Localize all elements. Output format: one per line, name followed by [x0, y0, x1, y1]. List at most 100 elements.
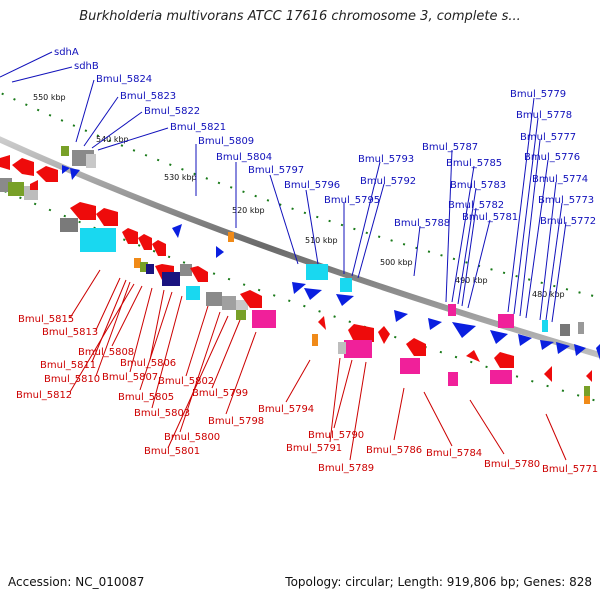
gene-arrow-forward — [556, 342, 570, 354]
gene-label: Bmul_5783 — [450, 180, 506, 191]
gene-arrow-reverse — [122, 228, 138, 244]
gene-arrow-reverse — [12, 158, 34, 176]
gene-box-magenta — [448, 372, 458, 386]
gene-label: Bmul_5792 — [360, 176, 416, 187]
gene-label: Bmul_5805 — [118, 392, 174, 403]
gene-box-olive — [584, 386, 590, 396]
gene-label: Bmul_5801 — [144, 446, 200, 457]
gene-label: Bmul_5787 — [422, 142, 478, 153]
scale-label: 500 kbp — [380, 258, 413, 267]
scale-label: 540 kbp — [96, 135, 129, 144]
gene-box-magenta — [252, 310, 276, 328]
gene-label: Bmul_5823 — [120, 91, 176, 102]
gene-label: Bmul_5822 — [144, 106, 200, 117]
gene-label: Bmul_5796 — [284, 180, 340, 191]
gene-arrow-reverse — [544, 366, 552, 382]
gene-arrow-reverse — [378, 326, 390, 344]
gene-label: Bmul_5808 — [78, 347, 134, 358]
gene-arrow-reverse — [190, 266, 208, 282]
gene-arrow-reverse — [138, 234, 152, 250]
gene-arrow-forward — [304, 288, 322, 300]
gene-box-gray — [560, 324, 570, 336]
gene-label: Bmul_5778 — [516, 110, 572, 121]
gene-label: Bmul_5795 — [324, 195, 380, 206]
gene-label: Bmul_5800 — [164, 432, 220, 443]
gene-arrow-reverse — [466, 350, 480, 362]
gene-label: Bmul_5785 — [446, 158, 502, 169]
gene-arrow-forward — [336, 294, 354, 306]
gene-arrow-reverse — [36, 166, 58, 182]
gene-label: sdhA — [54, 47, 79, 58]
gene-label: Bmul_5794 — [258, 404, 314, 415]
gene-box-magenta — [498, 314, 514, 328]
gene-box-cyan — [340, 278, 352, 292]
gene-box-gray — [180, 264, 192, 276]
gene-label: Bmul_5821 — [170, 122, 226, 133]
gene-arrow-reverse — [30, 180, 38, 190]
gene-box-cyan — [80, 228, 116, 252]
gene-box-olive — [61, 146, 69, 156]
gene-box-cyan — [306, 264, 328, 280]
gene-arrow-reverse — [152, 240, 166, 256]
gene-arrow-forward — [216, 246, 224, 258]
gene-arrow-reverse — [586, 370, 592, 382]
gene-label: Bmul_5797 — [248, 165, 304, 176]
gene-box-magenta — [344, 340, 372, 358]
gene-arrow-forward — [172, 224, 182, 238]
top-gene-labels: sdhA sdhB Bmul_5824 Bmul_5823 Bmul_5822 … — [0, 47, 596, 323]
gene-box-orange — [584, 396, 590, 404]
gene-box-cyan — [186, 286, 200, 300]
gene-arrow-forward — [62, 165, 70, 174]
scale-label: 520 kbp — [232, 206, 265, 215]
gene-arrow-reverse — [348, 324, 374, 342]
gene-arrow-reverse — [70, 202, 96, 220]
bottom-gene-labels: Bmul_5815 Bmul_5813 Bmul_5811 Bmul_5810 … — [16, 269, 598, 475]
gene-arrow-forward — [596, 344, 600, 360]
gene-arrow-reverse — [0, 155, 10, 170]
gene-label: Bmul_5773 — [538, 195, 594, 206]
gene-box-gray — [206, 292, 222, 306]
genome-summary-text: Topology: circular; Length: 919,806 bp; … — [285, 575, 592, 589]
gene-label: Bmul_5771 — [542, 464, 598, 475]
scale-label: 510 kbp — [305, 236, 338, 245]
gene-box-gray — [222, 296, 236, 310]
scale-labels: 550 kbp 540 kbp 530 kbp 520 kbp 510 kbp … — [33, 93, 565, 299]
gene-label: Bmul_5803 — [134, 408, 190, 419]
gene-arrow-reverse — [406, 338, 426, 356]
gene-box-orange — [134, 258, 141, 268]
gene-label: Bmul_5806 — [120, 358, 176, 369]
gene-label: Bmul_5784 — [426, 448, 482, 459]
gene-arrow-forward — [428, 318, 442, 330]
gene-arrow-forward — [70, 168, 80, 180]
scale-ring — [0, 91, 600, 299]
gene-box-olive — [140, 262, 148, 272]
gene-label: Bmul_5790 — [308, 430, 364, 441]
gene-label: Bmul_5788 — [394, 218, 450, 229]
gene-label: Bmul_5779 — [510, 89, 566, 100]
scale-label: 480 kbp — [532, 290, 565, 299]
gene-label: Bmul_5782 — [448, 200, 504, 211]
accession-text: Accession: NC_010087 — [8, 575, 145, 589]
gene-label: Bmul_5812 — [16, 390, 72, 401]
gene-box-magenta — [400, 358, 420, 374]
gene-arrow-forward — [452, 322, 476, 338]
gene-label: sdhB — [74, 61, 99, 72]
gene-box-gray — [236, 300, 248, 310]
gene-label: Bmul_5789 — [318, 463, 374, 474]
gene-arrow-reverse — [318, 316, 326, 330]
gene-box-orange — [228, 232, 234, 242]
scale-label: 490 kbp — [455, 276, 488, 285]
gene-arrow-reverse — [240, 290, 262, 308]
gene-label: Bmul_5810 — [44, 374, 100, 385]
gene-label: Bmul_5809 — [198, 136, 254, 147]
gene-label: Bmul_5799 — [192, 388, 248, 399]
gene-box-gray — [338, 342, 346, 354]
gene-box-olive — [8, 182, 24, 196]
gene-box-orange — [312, 334, 318, 346]
gene-label: Bmul_5813 — [42, 327, 98, 338]
gene-arrow-forward — [540, 340, 554, 350]
gene-label: Bmul_5780 — [484, 459, 540, 470]
gene-arrow-forward — [518, 334, 532, 346]
gene-label: Bmul_5807 — [102, 372, 158, 383]
